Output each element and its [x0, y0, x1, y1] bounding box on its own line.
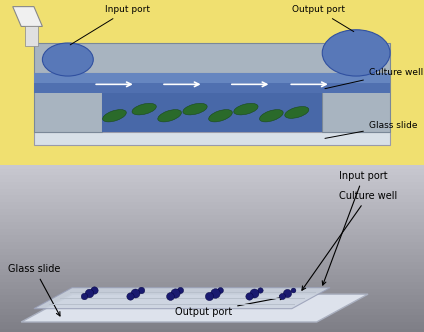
- Point: [284, 290, 291, 295]
- Bar: [0, 212, 424, 215]
- Bar: [0, 312, 424, 315]
- Ellipse shape: [42, 43, 93, 76]
- Text: Glass slide: Glass slide: [325, 121, 417, 138]
- Bar: [0, 189, 424, 192]
- Bar: [34, 132, 390, 145]
- Ellipse shape: [259, 110, 283, 122]
- Bar: [34, 73, 390, 93]
- Bar: [0, 219, 424, 222]
- Bar: [0, 202, 424, 205]
- Bar: [0, 209, 424, 212]
- Bar: [0, 235, 424, 239]
- Bar: [0, 179, 424, 182]
- Bar: [0, 259, 424, 262]
- Bar: [34, 73, 102, 132]
- Bar: [0, 182, 424, 185]
- Point: [166, 293, 173, 298]
- Text: Culture well: Culture well: [325, 68, 423, 89]
- Ellipse shape: [209, 110, 232, 122]
- Bar: [0, 265, 424, 269]
- Polygon shape: [34, 288, 330, 309]
- Bar: [0, 305, 424, 309]
- Text: Output port: Output port: [292, 5, 354, 32]
- Bar: [102, 93, 322, 132]
- Bar: [0, 275, 424, 279]
- Bar: [0, 225, 424, 229]
- Bar: [0, 239, 424, 242]
- Bar: [34, 43, 390, 73]
- Bar: [0, 329, 424, 332]
- Bar: [0, 322, 424, 325]
- Bar: [0, 169, 424, 172]
- Bar: [0, 262, 424, 265]
- Point: [137, 287, 144, 292]
- Bar: [0, 285, 424, 289]
- Bar: [0, 289, 424, 292]
- Ellipse shape: [103, 110, 126, 122]
- Text: Input port: Input port: [322, 171, 388, 285]
- Ellipse shape: [183, 103, 207, 115]
- Bar: [0, 205, 424, 209]
- Bar: [0, 232, 424, 235]
- Ellipse shape: [285, 107, 309, 118]
- Ellipse shape: [322, 30, 390, 76]
- Point: [177, 287, 184, 292]
- Bar: [0, 185, 424, 189]
- Bar: [0, 172, 424, 175]
- Bar: [0, 302, 424, 305]
- Bar: [0, 215, 424, 219]
- Point: [132, 290, 139, 295]
- Bar: [102, 86, 322, 132]
- Text: Glass slide: Glass slide: [8, 264, 61, 316]
- Bar: [0, 192, 424, 195]
- Bar: [0, 325, 424, 329]
- Bar: [0, 295, 424, 299]
- Bar: [0, 229, 424, 232]
- Bar: [0, 222, 424, 225]
- Point: [172, 290, 179, 295]
- Bar: [0, 292, 424, 295]
- Point: [80, 293, 87, 298]
- Point: [279, 293, 285, 298]
- Bar: [0, 269, 424, 272]
- Ellipse shape: [132, 103, 156, 115]
- Bar: [0, 252, 424, 255]
- Bar: [0, 175, 424, 179]
- Point: [289, 287, 296, 292]
- Bar: [34, 73, 390, 83]
- Point: [86, 290, 92, 295]
- Bar: [0, 279, 424, 282]
- Point: [91, 287, 98, 292]
- Bar: [25, 27, 38, 46]
- Bar: [0, 299, 424, 302]
- Point: [245, 293, 252, 298]
- Bar: [0, 255, 424, 259]
- Point: [211, 290, 218, 295]
- Bar: [0, 319, 424, 322]
- Point: [256, 287, 263, 292]
- Bar: [0, 272, 424, 275]
- Text: Input port: Input port: [70, 5, 150, 45]
- Point: [217, 287, 223, 292]
- Polygon shape: [21, 294, 368, 322]
- Text: Output port: Output port: [175, 296, 284, 317]
- Text: Culture well: Culture well: [302, 191, 397, 290]
- Bar: [0, 165, 424, 169]
- Bar: [0, 249, 424, 252]
- Point: [127, 293, 134, 298]
- Bar: [322, 73, 390, 132]
- Bar: [0, 245, 424, 249]
- Bar: [0, 282, 424, 285]
- Bar: [0, 195, 424, 199]
- Bar: [0, 315, 424, 319]
- Bar: [0, 242, 424, 245]
- Bar: [0, 309, 424, 312]
- Bar: [0, 199, 424, 202]
- Point: [206, 293, 213, 298]
- Point: [251, 290, 258, 295]
- Ellipse shape: [234, 103, 258, 115]
- Polygon shape: [13, 7, 42, 27]
- Ellipse shape: [158, 110, 181, 122]
